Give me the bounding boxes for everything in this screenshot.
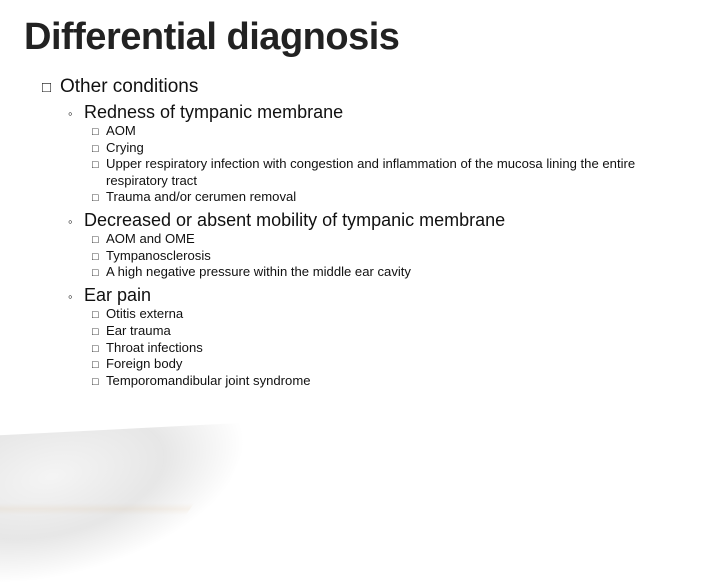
bullet-level-1: □ Other conditions xyxy=(42,76,696,98)
list-item: Ear trauma xyxy=(106,323,179,339)
square-bullet-icon: □ xyxy=(92,326,106,340)
bullet-level-2: ◦ Decreased or absent mobility of tympan… xyxy=(68,210,696,231)
bullet-level-3: □A high negative pressure within the mid… xyxy=(92,264,696,281)
square-bullet-icon: □ xyxy=(92,159,106,173)
bullet-level-2: ◦ Redness of tympanic membrane xyxy=(68,102,696,123)
bullet-level-3: □Crying xyxy=(92,140,696,157)
list-item: Foreign body xyxy=(106,356,190,372)
lvl2-label: Decreased or absent mobility of tympanic… xyxy=(84,210,505,231)
square-bullet-icon: □ xyxy=(92,359,106,373)
bullet-level-3: □Tympanosclerosis xyxy=(92,248,696,265)
list-item: Tympanosclerosis xyxy=(106,248,219,264)
list-item: AOM xyxy=(106,123,144,139)
slide-title: Differential diagnosis xyxy=(24,18,696,58)
bullet-level-3: □Trauma and/or cerumen removal xyxy=(92,189,696,206)
list-item: Upper respiratory infection with congest… xyxy=(106,156,696,189)
diamond-bullet-icon: ◦ xyxy=(68,289,84,304)
bullet-level-3: □AOM and OME xyxy=(92,231,696,248)
list-item: Crying xyxy=(106,140,152,156)
square-bullet-icon: □ xyxy=(92,267,106,281)
corner-accent-decoration xyxy=(0,503,194,515)
corner-shadow-decoration xyxy=(0,422,254,587)
diamond-bullet-icon: ◦ xyxy=(68,214,84,229)
bullet-level-3: □Foreign body xyxy=(92,356,696,373)
lvl1-label: Other conditions xyxy=(60,76,198,98)
diamond-bullet-icon: ◦ xyxy=(68,106,84,121)
square-bullet-icon: □ xyxy=(92,234,106,248)
bullet-level-3: □Temporomandibular joint syndrome xyxy=(92,373,696,390)
square-bullet-icon: □ xyxy=(92,143,106,157)
square-bullet-icon: □ xyxy=(42,78,60,98)
lvl2-label: Redness of tympanic membrane xyxy=(84,102,343,123)
square-bullet-icon: □ xyxy=(92,343,106,357)
square-bullet-icon: □ xyxy=(92,309,106,323)
list-item: Trauma and/or cerumen removal xyxy=(106,189,304,205)
list-item: AOM and OME xyxy=(106,231,203,247)
lvl2-label: Ear pain xyxy=(84,285,151,306)
list-item: Temporomandibular joint syndrome xyxy=(106,373,319,389)
bullet-level-3: □Throat infections xyxy=(92,340,696,357)
bullet-level-3: □Ear trauma xyxy=(92,323,696,340)
square-bullet-icon: □ xyxy=(92,126,106,140)
list-item: Throat infections xyxy=(106,340,211,356)
square-bullet-icon: □ xyxy=(92,192,106,206)
bullet-level-3: □Upper respiratory infection with conges… xyxy=(92,156,696,189)
square-bullet-icon: □ xyxy=(92,251,106,265)
bullet-level-3: □AOM xyxy=(92,123,696,140)
slide: Differential diagnosis □ Other condition… xyxy=(0,0,720,540)
bullet-level-3: □Otitis externa xyxy=(92,306,696,323)
list-item: Otitis externa xyxy=(106,306,191,322)
bullet-level-2: ◦ Ear pain xyxy=(68,285,696,306)
square-bullet-icon: □ xyxy=(92,376,106,390)
list-item: A high negative pressure within the midd… xyxy=(106,264,419,280)
